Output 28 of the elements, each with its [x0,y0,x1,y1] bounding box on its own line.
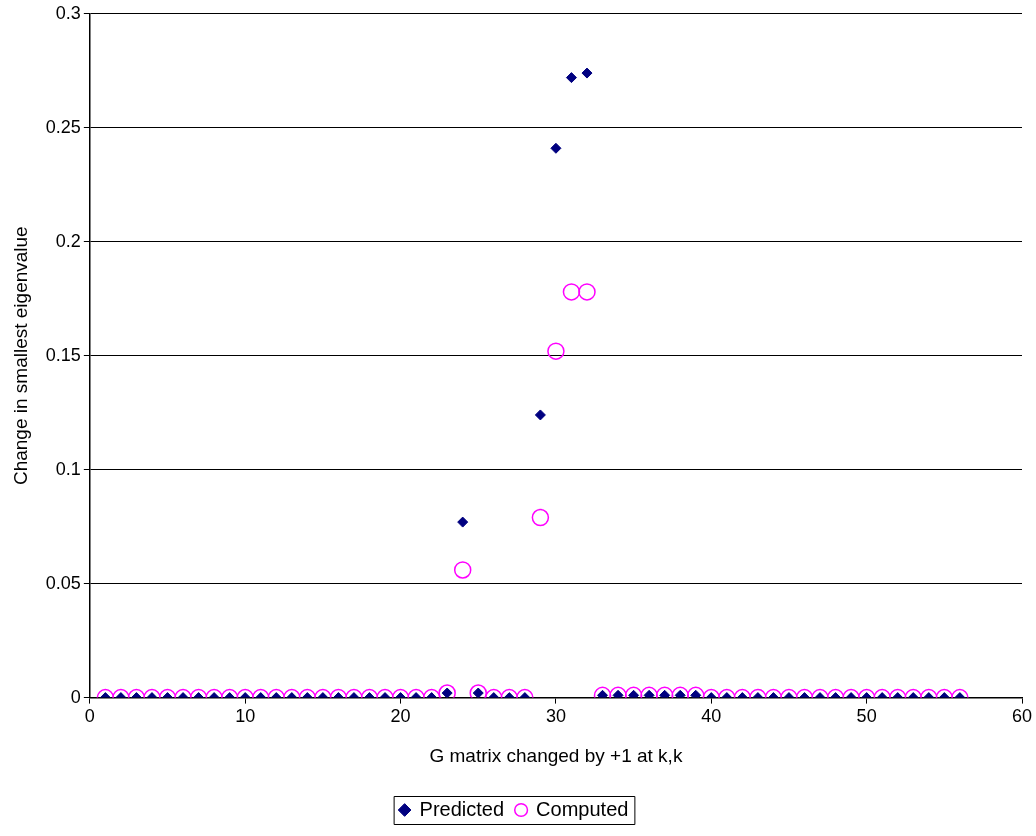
point [578,283,596,301]
x-tick-label: 60 [1011,706,1033,727]
point [581,67,593,79]
y-tick-label: 0.05 [45,572,81,593]
y-tick-label: 0.25 [45,116,81,137]
y-axis-title: Change in smallest eigenvalue [9,226,31,486]
point [562,283,581,301]
y-tick-label: 0.15 [45,344,81,365]
x-tick-label: 0 [84,706,95,727]
point [597,689,609,698]
x-axis-title: G matrix changed by +1 at k,k [429,744,683,766]
legend-label: Computed [536,797,629,820]
x-tick-label: 10 [235,706,256,727]
x-tick-label: 30 [545,706,566,727]
point [547,342,565,360]
point [534,409,546,421]
point [550,142,562,154]
y-tick-label: 0 [70,686,81,707]
y-tick-label: 0.2 [55,230,81,251]
point [659,689,671,698]
x-tick-label: 50 [856,706,877,727]
y-tick-label: 0.1 [55,458,81,479]
point [565,72,577,84]
x-tick-label: 40 [701,706,722,727]
x-tick-label: 20 [390,706,411,727]
y-tick-label: 0.3 [55,2,81,23]
point [628,689,640,698]
legend-label: Predicted [419,797,505,820]
